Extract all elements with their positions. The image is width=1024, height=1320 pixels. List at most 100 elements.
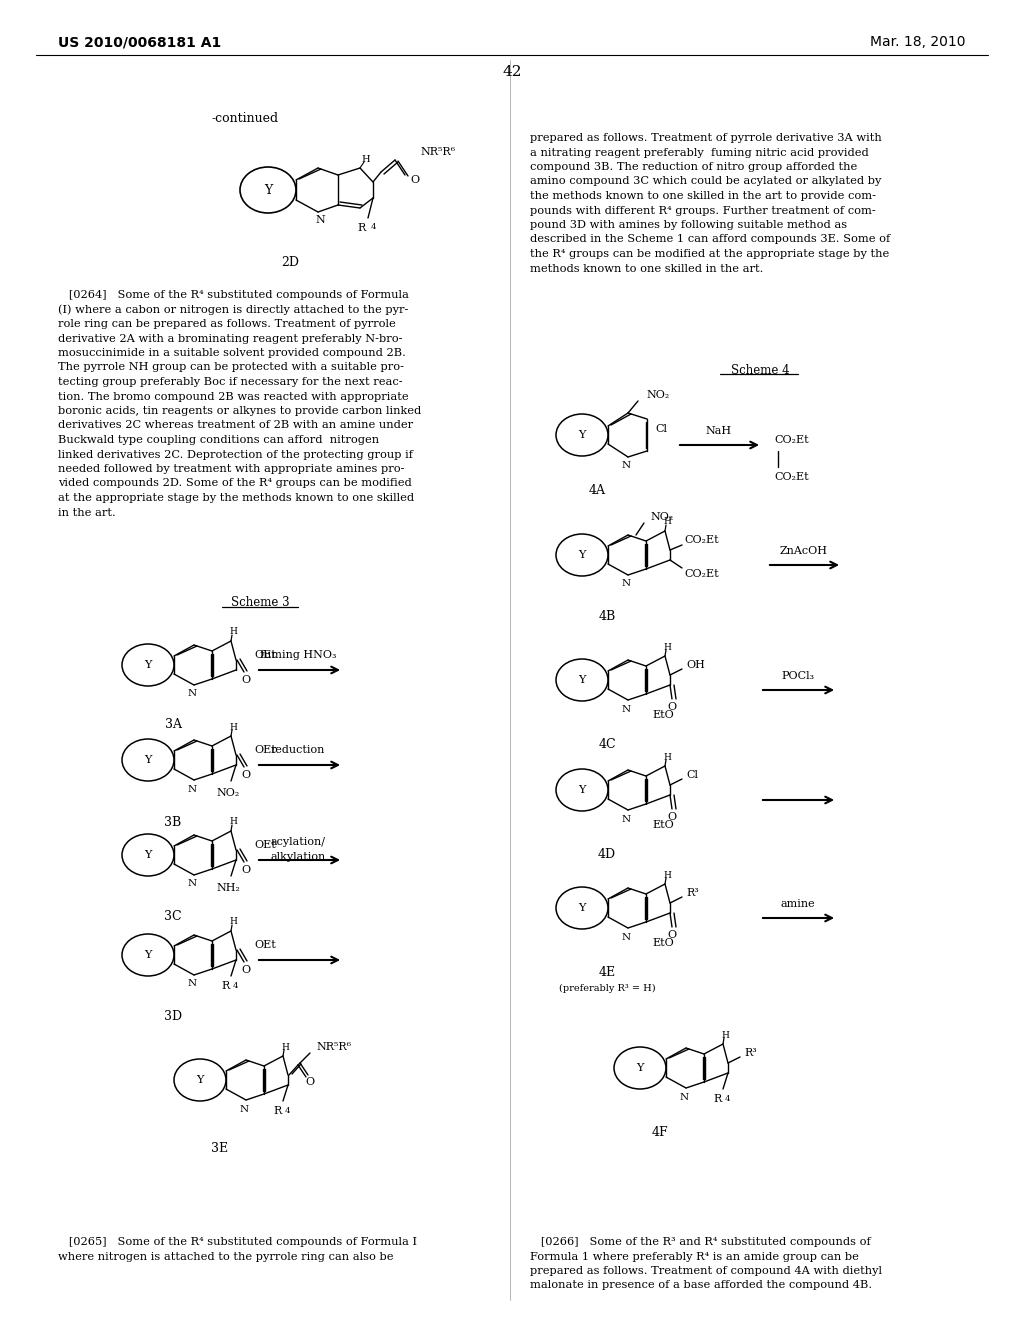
Text: CO₂Et: CO₂Et [774, 436, 809, 445]
Text: Buckwald type coupling conditions can afford  nitrogen: Buckwald type coupling conditions can af… [58, 436, 379, 445]
Text: NaH: NaH [706, 426, 732, 436]
Text: The pyrrole NH group can be protected with a suitable pro-: The pyrrole NH group can be protected wi… [58, 363, 404, 372]
Text: compound 3B. The reduction of nitro group afforded the: compound 3B. The reduction of nitro grou… [530, 162, 857, 172]
Text: H: H [281, 1043, 289, 1052]
Text: H: H [664, 870, 671, 879]
Text: O: O [668, 931, 677, 940]
Text: ZnAcOH: ZnAcOH [780, 546, 828, 556]
Text: 4E: 4E [598, 966, 615, 979]
Text: N: N [240, 1105, 249, 1114]
Text: fuming HNO₃: fuming HNO₃ [260, 649, 336, 660]
Text: 2D: 2D [281, 256, 299, 268]
Text: Scheme 4: Scheme 4 [731, 363, 790, 376]
Text: N: N [187, 689, 197, 698]
Text: N: N [187, 979, 197, 989]
Text: Mar. 18, 2010: Mar. 18, 2010 [870, 36, 966, 49]
Text: N: N [187, 784, 197, 793]
Text: 4: 4 [725, 1096, 730, 1104]
Text: Cl: Cl [686, 770, 698, 780]
Text: methods known to one skilled in the art.: methods known to one skilled in the art. [530, 264, 763, 273]
Text: CO₂Et: CO₂Et [684, 569, 719, 579]
Text: R: R [357, 223, 366, 234]
Text: N: N [187, 879, 197, 888]
Text: malonate in presence of a base afforded the compound 4B.: malonate in presence of a base afforded … [530, 1280, 872, 1291]
Text: R: R [714, 1094, 722, 1104]
Text: Y: Y [197, 1074, 204, 1085]
Text: O: O [242, 965, 251, 975]
Text: amine: amine [780, 899, 815, 909]
Text: 4A: 4A [589, 483, 605, 496]
Text: Y: Y [579, 785, 586, 795]
Text: OEt: OEt [254, 649, 275, 660]
Text: N: N [680, 1093, 688, 1101]
Text: Y: Y [144, 850, 152, 861]
Text: a nitrating reagent preferably  fuming nitric acid provided: a nitrating reagent preferably fuming ni… [530, 148, 868, 157]
Text: Y: Y [264, 183, 272, 197]
Text: N: N [622, 932, 631, 941]
Text: O: O [242, 675, 251, 685]
Text: POCl₃: POCl₃ [781, 671, 814, 681]
Text: OEt: OEt [254, 940, 275, 950]
Text: mosuccinimide in a suitable solvent provided compound 2B.: mosuccinimide in a suitable solvent prov… [58, 348, 406, 358]
Text: H: H [361, 156, 371, 165]
Text: R: R [273, 1106, 283, 1115]
Text: 4C: 4C [598, 738, 615, 751]
Text: O: O [242, 770, 251, 780]
Text: H: H [229, 627, 237, 636]
Text: OH: OH [686, 660, 705, 671]
Text: O: O [668, 812, 677, 822]
Text: H: H [229, 817, 237, 826]
Text: CO₂Et: CO₂Et [774, 473, 809, 482]
Text: [0265]   Some of the R⁴ substituted compounds of Formula I: [0265] Some of the R⁴ substituted compou… [58, 1237, 417, 1247]
Text: derivatives 2C whereas treatment of 2B with an amine under: derivatives 2C whereas treatment of 2B w… [58, 421, 413, 430]
Text: N: N [622, 579, 631, 589]
Text: 4F: 4F [651, 1126, 669, 1139]
Text: Scheme 3: Scheme 3 [230, 597, 290, 610]
Text: (I) where a cabon or nitrogen is directly attached to the pyr-: (I) where a cabon or nitrogen is directl… [58, 304, 409, 314]
Text: Formula 1 where preferably R⁴ is an amide group can be: Formula 1 where preferably R⁴ is an amid… [530, 1251, 859, 1262]
Text: alkylation: alkylation [270, 851, 326, 862]
Text: Y: Y [579, 550, 586, 560]
Text: tion. The bromo compound 2B was reacted with appropriate: tion. The bromo compound 2B was reacted … [58, 392, 409, 401]
Text: 3C: 3C [164, 911, 182, 924]
Text: (preferably R³ = H): (preferably R³ = H) [559, 983, 655, 993]
Text: 4B: 4B [598, 610, 615, 623]
Text: 4: 4 [285, 1107, 291, 1115]
Text: O: O [668, 702, 677, 711]
Text: tecting group preferably Boc if necessary for the next reac-: tecting group preferably Boc if necessar… [58, 378, 402, 387]
Text: Cl: Cl [655, 424, 667, 434]
Text: 4: 4 [371, 223, 377, 231]
Text: N: N [622, 705, 631, 714]
Text: acylation/: acylation/ [270, 837, 326, 847]
Text: role ring can be prepared as follows. Treatment of pyrrole: role ring can be prepared as follows. Tr… [58, 319, 395, 329]
Text: OEt: OEt [254, 744, 275, 755]
Text: 3E: 3E [211, 1142, 228, 1155]
Text: H: H [229, 917, 237, 927]
Text: OEt: OEt [254, 840, 275, 850]
Text: R³: R³ [744, 1048, 757, 1059]
Text: 4D: 4D [598, 849, 616, 862]
Text: [0264]   Some of the R⁴ substituted compounds of Formula: [0264] Some of the R⁴ substituted compou… [58, 290, 409, 300]
Text: Y: Y [579, 903, 586, 913]
Text: at the appropriate stage by the methods known to one skilled: at the appropriate stage by the methods … [58, 492, 414, 503]
Text: NR⁵R⁶: NR⁵R⁶ [420, 147, 455, 157]
Text: H: H [721, 1031, 729, 1040]
Text: amino compound 3C which could be acylated or alkylated by: amino compound 3C which could be acylate… [530, 177, 882, 186]
Text: O: O [411, 176, 420, 185]
Text: derivative 2A with a brominating reagent preferably N-bro-: derivative 2A with a brominating reagent… [58, 334, 402, 343]
Text: 4: 4 [233, 982, 239, 990]
Text: the R⁴ groups can be modified at the appropriate stage by the: the R⁴ groups can be modified at the app… [530, 249, 889, 259]
Text: NO₂: NO₂ [216, 788, 240, 799]
Text: described in the Scheme 1 can afford compounds 3E. Some of: described in the Scheme 1 can afford com… [530, 235, 890, 244]
Text: vided compounds 2D. Some of the R⁴ groups can be modified: vided compounds 2D. Some of the R⁴ group… [58, 479, 412, 488]
Text: EtO: EtO [652, 939, 674, 948]
Text: NO₂: NO₂ [650, 512, 673, 521]
Text: Y: Y [144, 660, 152, 671]
Text: Y: Y [636, 1063, 644, 1073]
Text: needed followed by treatment with appropriate amines pro-: needed followed by treatment with approp… [58, 465, 404, 474]
Text: 3B: 3B [165, 816, 181, 829]
Text: US 2010/0068181 A1: US 2010/0068181 A1 [58, 36, 221, 49]
Text: EtO: EtO [652, 820, 674, 830]
Text: boronic acids, tin reagents or alkynes to provide carbon linked: boronic acids, tin reagents or alkynes t… [58, 407, 421, 416]
Text: H: H [229, 722, 237, 731]
